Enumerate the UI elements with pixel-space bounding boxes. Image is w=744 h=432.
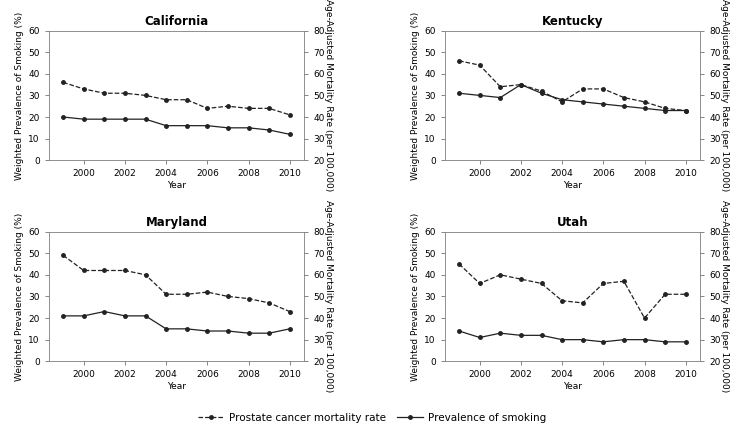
Title: Maryland: Maryland	[145, 216, 208, 229]
X-axis label: Year: Year	[563, 382, 582, 391]
Y-axis label: Age-Adjusted Mortality Rate (per 100,000): Age-Adjusted Mortality Rate (per 100,000…	[324, 200, 333, 393]
Y-axis label: Weighted Prevalence of Smoking (%): Weighted Prevalence of Smoking (%)	[411, 212, 420, 381]
Title: Kentucky: Kentucky	[542, 15, 603, 28]
Y-axis label: Age-Adjusted Mortality Rate (per 100,000): Age-Adjusted Mortality Rate (per 100,000…	[720, 0, 729, 191]
Legend: Prostate cancer mortality rate, Prevalence of smoking: Prostate cancer mortality rate, Prevalen…	[193, 409, 551, 427]
Title: Utah: Utah	[557, 216, 589, 229]
Y-axis label: Age-Adjusted Mortality Rate (per 100,000): Age-Adjusted Mortality Rate (per 100,000…	[720, 200, 729, 393]
X-axis label: Year: Year	[167, 181, 186, 190]
X-axis label: Year: Year	[167, 382, 186, 391]
X-axis label: Year: Year	[563, 181, 582, 190]
Y-axis label: Weighted Prevalence of Smoking (%): Weighted Prevalence of Smoking (%)	[15, 11, 24, 180]
Y-axis label: Age-Adjusted Mortality Rate (per 100,000): Age-Adjusted Mortality Rate (per 100,000…	[324, 0, 333, 191]
Y-axis label: Weighted Prevalence of Smoking (%): Weighted Prevalence of Smoking (%)	[15, 212, 24, 381]
Title: California: California	[144, 15, 208, 28]
Y-axis label: Weighted Prevalence of Smoking (%): Weighted Prevalence of Smoking (%)	[411, 11, 420, 180]
